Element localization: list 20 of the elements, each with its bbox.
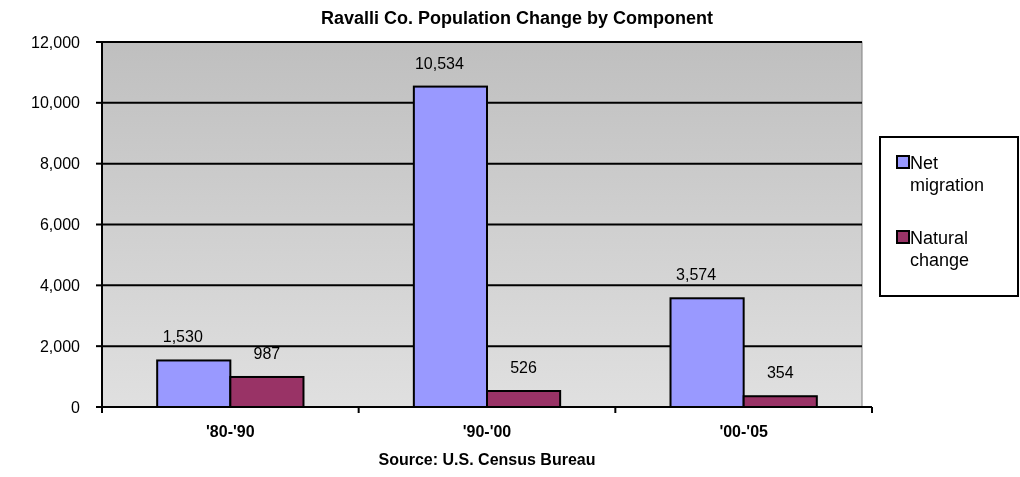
y-tick-label: 6,000 [39, 216, 81, 234]
source-note: Source: U.S. Census Bureau [378, 451, 596, 468]
chart-title: Ravalli Co. Population Change by Component [320, 8, 714, 28]
data-label: 10,534 [414, 54, 465, 72]
y-tick-label: 2,000 [39, 337, 81, 355]
legend-label: Natural change [910, 228, 970, 270]
legend-label: Net migration [910, 153, 985, 195]
x-tick-label: '90-'00 [462, 423, 512, 440]
data-label: 1,530 [162, 328, 203, 346]
y-tick-label: 12,000 [31, 33, 81, 51]
data-label: 526 [510, 359, 538, 376]
y-tick-label: 0 [71, 398, 81, 416]
x-tick-label: '80-'90 [206, 423, 255, 440]
data-label: 354 [766, 364, 794, 382]
data-label: 3,574 [676, 266, 717, 284]
data-label: 987 [253, 344, 281, 362]
y-tick-label: 10,000 [31, 94, 81, 112]
x-tick-label: '00-'05 [719, 423, 769, 440]
y-tick-label: 4,000 [39, 276, 81, 294]
y-tick-label: 8,000 [39, 155, 81, 173]
